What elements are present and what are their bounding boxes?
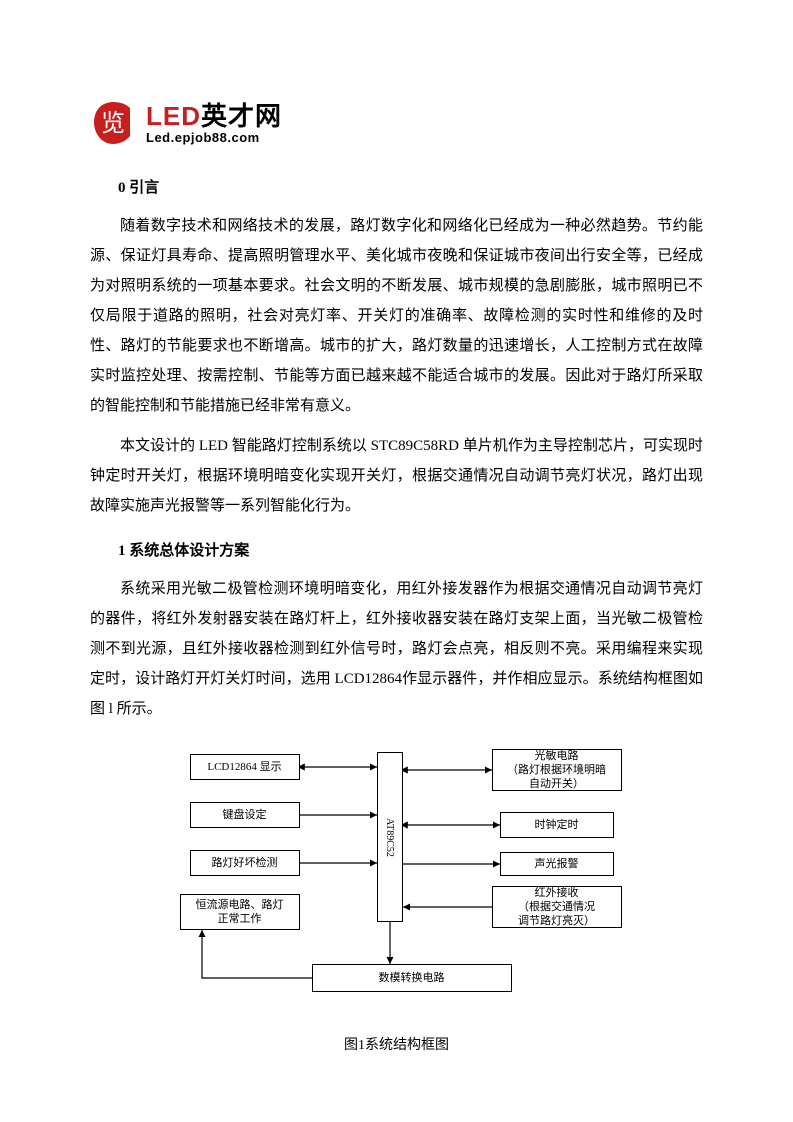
diagram-node-lcd: LCD12864 显示 bbox=[190, 754, 300, 780]
diagram-container: LCD12864 显示键盘设定路灯好坏检测恒流源电路、路灯 正常工作 AT89C5… bbox=[90, 744, 703, 1004]
logo-title: LED英才网 bbox=[146, 103, 282, 129]
diagram-node-alarm: 声光报警 bbox=[500, 852, 614, 876]
system-structure-diagram: LCD12864 显示键盘设定路灯好坏检测恒流源电路、路灯 正常工作 AT89C5… bbox=[162, 744, 632, 1004]
diagram-node-ir: 红外接收 （根据交通情况 调节路灯亮灭） bbox=[492, 886, 622, 928]
diagram-node-clock: 时钟定时 bbox=[500, 812, 614, 838]
logo-badge-icon: 览 bbox=[90, 100, 136, 146]
section-0-para-2: 本文设计的 LED 智能路灯控制系统以 STC89C58RD 单片机作为主导控制… bbox=[90, 431, 703, 521]
logo-cn: 英才网 bbox=[201, 101, 282, 131]
diagram-node-keypad: 键盘设定 bbox=[190, 802, 300, 828]
diagram-node-fault: 路灯好坏检测 bbox=[190, 850, 300, 876]
section-1-heading: 1 系统总体设计方案 bbox=[118, 539, 703, 560]
diagram-node-src: 恒流源电路、路灯 正常工作 bbox=[180, 894, 300, 930]
section-0-para-1: 随着数字技术和网络技术的发展，路灯数字化和网络化已经成为一种必然趋势。节约能源、… bbox=[90, 211, 703, 421]
diagram-node-mcu: AT89C52 bbox=[377, 752, 403, 922]
logo-text: LED英才网 Led.epjob88.com bbox=[146, 103, 282, 144]
logo-url: Led.epjob88.com bbox=[146, 131, 282, 144]
logo-badge-char: 览 bbox=[101, 110, 125, 137]
section-1-para-1: 系统采用光敏二极管检测环境明暗变化，用红外接发器作为根据交通情况自动调节亮灯的器… bbox=[90, 574, 703, 724]
diagram-node-dac: 数模转换电路 bbox=[312, 964, 512, 992]
logo: 览 LED英才网 Led.epjob88.com bbox=[90, 100, 703, 146]
figure-caption: 图1系统结构框图 bbox=[90, 1034, 703, 1054]
diagram-node-light: 光敏电路 （路灯根据环境明暗 自动开关） bbox=[492, 749, 622, 791]
section-0-heading: 0 引言 bbox=[118, 176, 703, 197]
logo-led: LED bbox=[146, 101, 201, 131]
